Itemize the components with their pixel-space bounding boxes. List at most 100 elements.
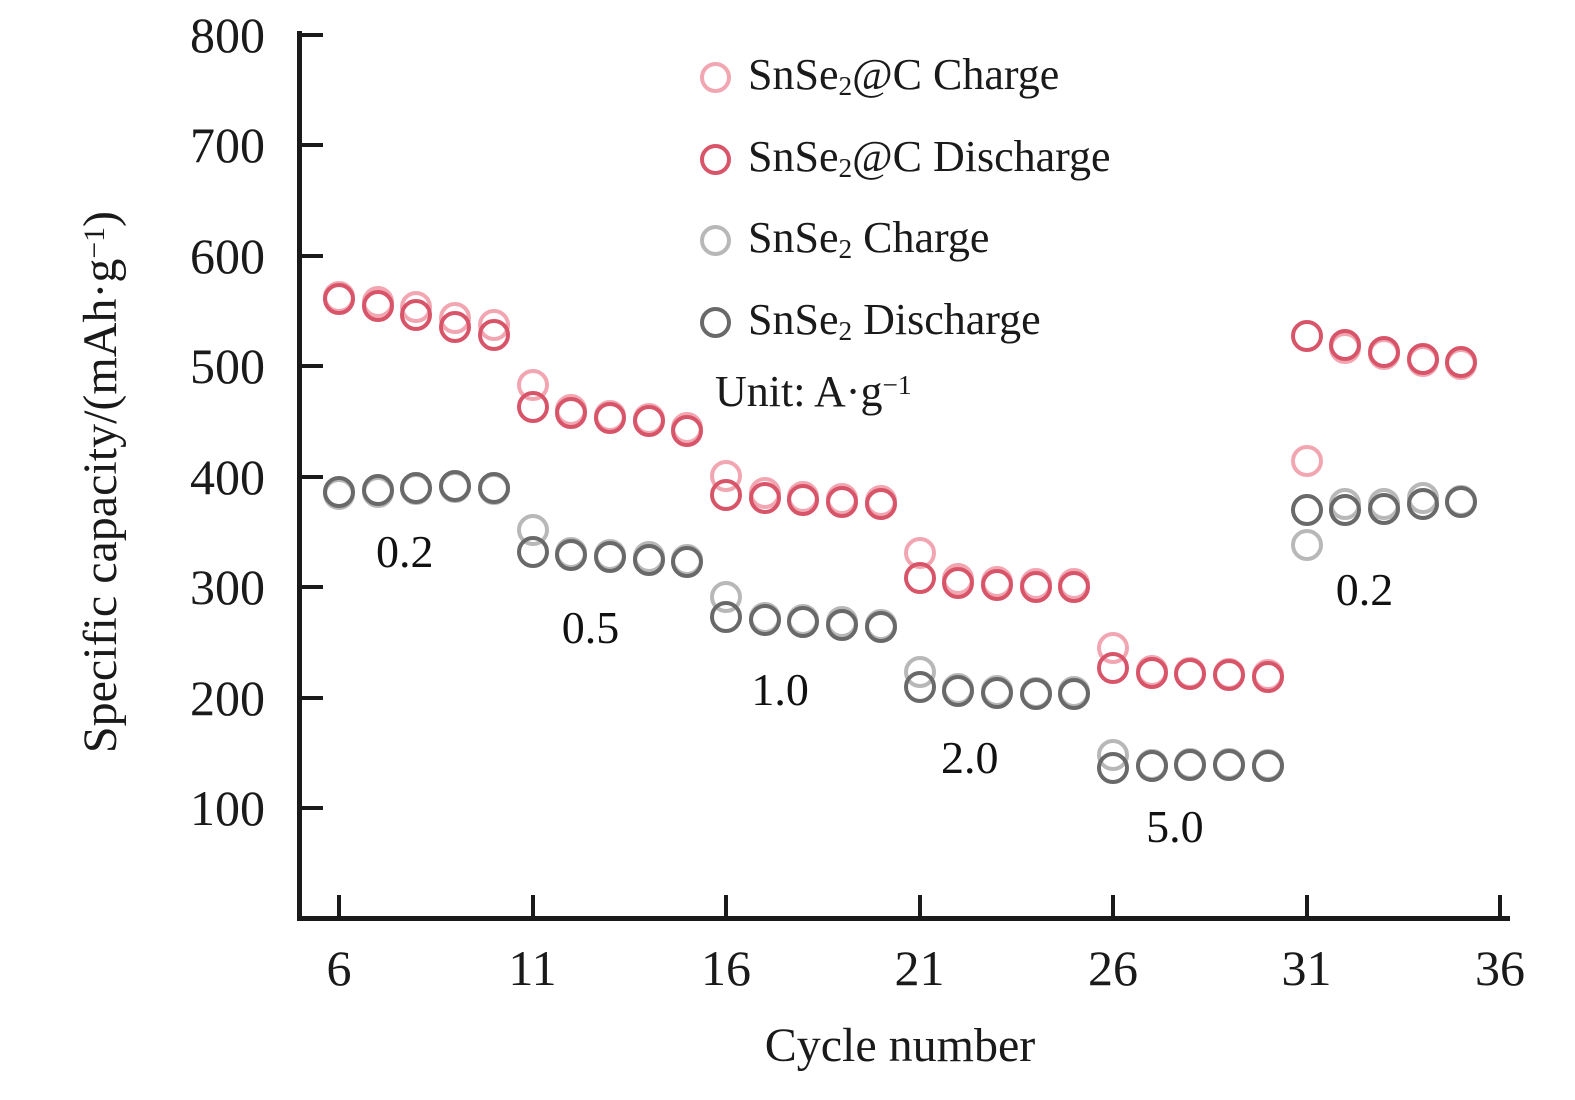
x-tick-mark — [1498, 895, 1502, 916]
data-point-snse2-c-discharge — [1097, 651, 1129, 684]
data-point-snse2-discharge — [864, 610, 897, 643]
data-point-snse2-c-discharge — [1406, 342, 1439, 375]
data-point-snse2-discharge — [710, 600, 742, 633]
data-point-snse2-c-discharge — [826, 486, 859, 519]
x-tick-mark — [530, 895, 535, 916]
data-point-snse2-discharge — [1367, 492, 1400, 525]
legend-marker-circle-icon — [700, 306, 731, 338]
text-segment: −1 — [77, 226, 111, 259]
data-point-snse2-c-discharge — [1445, 345, 1478, 378]
data-point-snse2-discharge — [1019, 678, 1052, 711]
y-tick-label: 800 — [190, 7, 265, 63]
legend-label: SnSe2 Charge — [748, 213, 989, 268]
data-point-snse2-discharge — [980, 677, 1013, 710]
text-segment: −1 — [882, 370, 912, 401]
y-tick-mark — [302, 805, 323, 810]
text-segment: 2 — [838, 152, 853, 183]
x-tick-label: 26 — [1088, 940, 1138, 996]
text-segment: SnSe — [748, 49, 839, 99]
text-segment: SnSe — [748, 212, 839, 262]
unit-label: Unit: A·g−1 — [715, 367, 911, 422]
data-point-snse2-c-discharge — [632, 405, 665, 438]
data-point-snse2-c-discharge — [593, 402, 626, 435]
data-point-snse2-discharge — [439, 469, 472, 502]
data-point-snse2-c-discharge — [710, 479, 742, 512]
legend-unit-row: Unit: A·g−1 — [700, 367, 911, 422]
legend-marker-circle-icon — [700, 143, 731, 175]
data-point-snse2-c-discharge — [864, 488, 897, 521]
x-tick-mark — [724, 895, 728, 916]
data-point-snse2-discharge — [942, 674, 975, 707]
data-point-snse2-discharge — [593, 541, 626, 574]
data-point-snse2-discharge — [1445, 486, 1478, 519]
x-tick-label: 21 — [894, 940, 945, 996]
data-point-snse2-c-discharge — [1135, 657, 1168, 690]
data-point-snse2-discharge — [1058, 678, 1091, 711]
rate-annotation: 1.0 — [751, 663, 809, 715]
x-tick-mark — [917, 895, 922, 916]
y-tick-label: 100 — [190, 779, 265, 836]
x-axis-line — [297, 916, 1510, 921]
y-tick-mark — [302, 253, 323, 258]
y-tick-mark — [302, 364, 323, 369]
rate-annotation: 0.5 — [561, 601, 620, 653]
text-segment: 2 — [838, 233, 853, 264]
y-tick-mark — [302, 695, 323, 700]
legend-item-snse2-charge: SnSe2 Charge — [700, 213, 989, 268]
y-tick-label: 300 — [190, 559, 265, 616]
y-axis-line — [297, 31, 302, 921]
data-point-snse2-discharge — [1251, 750, 1284, 782]
text-segment: 2 — [838, 315, 853, 346]
text-segment: SnSe — [748, 294, 839, 344]
data-point-snse2-discharge — [400, 471, 433, 504]
text-segment: Unit: A·g — [715, 366, 883, 416]
data-point-snse2-discharge — [516, 535, 549, 568]
data-point-snse2-c-discharge — [1329, 329, 1362, 362]
data-point-snse2-discharge — [671, 545, 704, 578]
y-tick-label: 700 — [190, 117, 265, 174]
text-segment: 2 — [838, 70, 853, 101]
rate-annotation: 0.2 — [376, 525, 434, 577]
rate-annotation: 2.0 — [941, 732, 999, 784]
data-point-snse2-c-discharge — [671, 415, 704, 448]
data-point-snse2-c-discharge — [477, 319, 510, 352]
x-tick-label: 6 — [326, 940, 352, 996]
data-point-snse2-c-discharge — [1290, 320, 1323, 353]
text-segment: ) — [74, 210, 127, 227]
text-segment: SnSe — [748, 131, 839, 181]
legend-item-snse2c-charge: SnSe2@C Charge — [700, 50, 1059, 105]
legend-item-snse2-discharge: SnSe2 Discharge — [700, 294, 1041, 348]
data-point-snse2-discharge — [361, 473, 394, 506]
y-tick-label: 400 — [190, 448, 265, 505]
x-tick-label: 16 — [701, 940, 751, 996]
x-tick-label: 31 — [1281, 940, 1332, 996]
text-segment: Discharge — [852, 294, 1041, 344]
data-point-snse2-c-charge — [1290, 445, 1323, 478]
data-point-snse2-discharge — [323, 476, 355, 509]
text-segment: Charge — [852, 212, 990, 262]
x-axis-title: Cycle number — [764, 1019, 1036, 1072]
data-point-snse2-discharge — [903, 670, 936, 703]
x-tick-mark — [1304, 895, 1309, 916]
y-tick-mark — [302, 143, 323, 148]
data-point-snse2-c-discharge — [400, 299, 433, 332]
data-point-snse2-discharge — [787, 606, 820, 639]
y-tick-mark — [302, 585, 323, 590]
data-point-snse2-discharge — [1406, 488, 1439, 521]
y-tick-label: 600 — [190, 227, 265, 284]
data-point-snse2-c-discharge — [1058, 571, 1091, 604]
data-point-snse2-c-discharge — [439, 310, 472, 343]
data-point-snse2-discharge — [1213, 748, 1246, 781]
x-tick-label: 11 — [508, 940, 557, 996]
data-point-snse2-c-discharge — [942, 566, 975, 599]
data-point-snse2-c-discharge — [361, 289, 394, 322]
legend-label: SnSe2@C Charge — [748, 50, 1059, 105]
data-point-snse2-c-discharge — [787, 483, 820, 516]
data-point-snse2-discharge — [632, 543, 665, 576]
data-point-snse2-c-discharge — [1251, 660, 1284, 693]
x-tick-label: 36 — [1475, 940, 1525, 996]
data-point-snse2-c-discharge — [980, 568, 1013, 601]
data-point-snse2-c-discharge — [903, 562, 936, 595]
data-point-snse2-discharge — [555, 539, 588, 572]
